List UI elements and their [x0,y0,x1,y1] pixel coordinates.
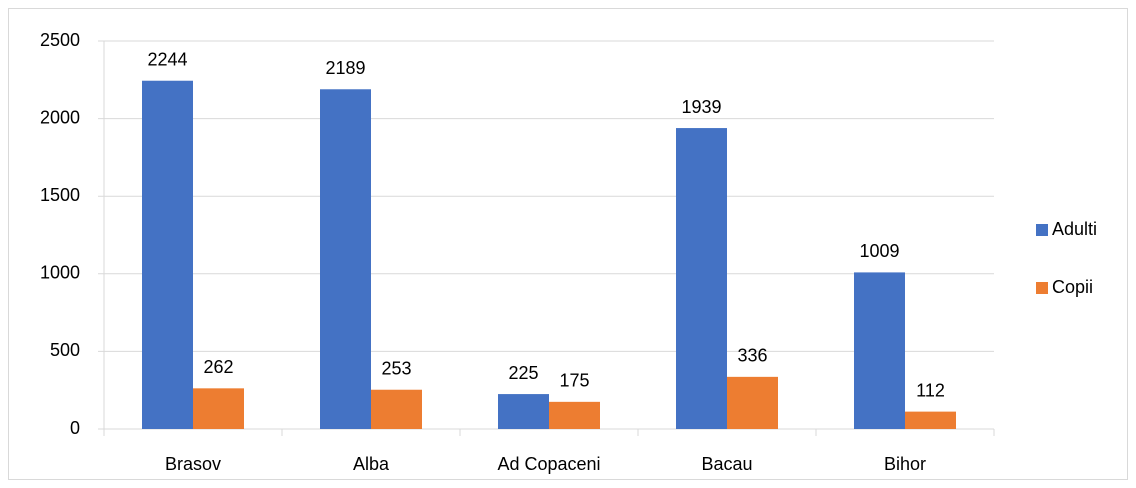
x-tick-label: Alba [353,454,390,474]
legend-label: Adulti [1052,219,1097,239]
legend-label: Copii [1052,277,1093,297]
y-tick-label: 1000 [40,263,80,283]
data-label: 262 [203,357,233,377]
y-tick-label: 1500 [40,185,80,205]
data-label: 112 [916,380,945,400]
bar [727,376,778,429]
data-label: 2244 [147,49,187,69]
bar [371,389,422,429]
data-label: 1939 [681,97,721,117]
bar [905,411,956,429]
bar [193,388,244,429]
legend-swatch [1036,282,1048,294]
bar [498,394,549,429]
data-label: 253 [381,358,411,378]
data-label: 175 [559,371,589,391]
y-tick-label: 2000 [40,107,80,127]
data-label: 2189 [325,58,365,78]
y-tick-label: 500 [50,340,80,360]
legend-swatch [1036,224,1048,236]
data-label: 336 [737,346,767,366]
data-label: 1009 [859,241,899,261]
bar [320,89,371,429]
bar [854,272,905,429]
data-label: 225 [508,363,538,383]
bar [549,401,600,429]
y-tick-label: 2500 [40,30,80,50]
bar [142,80,193,429]
bar [676,128,727,429]
x-tick-label: Brasov [165,454,221,474]
x-tick-label: Bacau [701,454,752,474]
x-tick-label: Ad Copaceni [497,454,600,474]
x-tick-label: Bihor [884,454,926,474]
y-tick-label: 0 [70,418,80,438]
